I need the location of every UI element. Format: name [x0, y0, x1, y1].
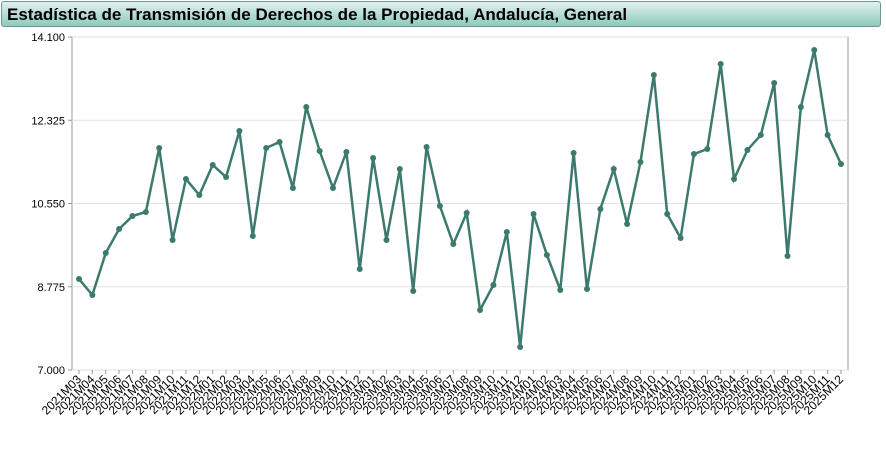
data-point [343, 149, 350, 156]
y-tick-label: 7.000 [37, 365, 65, 377]
data-point [76, 276, 82, 283]
data-point [664, 211, 671, 218]
data-point [824, 132, 831, 139]
data-point [89, 292, 96, 299]
data-point [584, 286, 590, 293]
data-point [356, 266, 363, 273]
data-line [78, 49, 843, 348]
data-point [517, 344, 524, 351]
data-point [102, 250, 109, 257]
data-point [156, 145, 163, 152]
y-tick-label: 12.325 [31, 115, 65, 127]
data-point [396, 166, 403, 173]
data-point [744, 147, 751, 154]
data-point [196, 192, 203, 199]
data-point [223, 174, 230, 181]
data-point [142, 208, 149, 215]
data-point [263, 145, 270, 152]
data-point [182, 176, 189, 183]
data-point [236, 127, 243, 134]
data-point [436, 203, 443, 210]
data-point [477, 307, 484, 314]
data-point [838, 161, 844, 168]
data-point [650, 72, 657, 79]
data-point [690, 151, 697, 158]
data-point [811, 47, 818, 54]
y-tick-label: 10.550 [31, 199, 65, 211]
data-point [570, 150, 577, 157]
data-point [530, 211, 537, 218]
data-point [624, 220, 631, 227]
data-point [677, 235, 684, 242]
data-point [503, 229, 510, 236]
data-point [410, 288, 417, 295]
data-point [276, 139, 283, 146]
data-point [169, 236, 176, 243]
data-point [637, 158, 644, 165]
data-point [717, 61, 724, 68]
data-point [289, 185, 296, 192]
data-point [423, 144, 430, 151]
y-tick-label: 14.100 [31, 32, 65, 44]
data-point [731, 176, 738, 183]
data-point [316, 148, 323, 155]
data-point [370, 155, 377, 162]
data-point [116, 226, 123, 233]
data-point [784, 253, 791, 260]
data-point [597, 205, 604, 212]
data-point [450, 241, 457, 248]
data-point [463, 210, 470, 217]
data-point [757, 132, 764, 139]
data-point [383, 236, 390, 243]
y-tick-label: 8.775 [37, 282, 65, 294]
data-point [490, 282, 497, 289]
data-point [771, 80, 778, 87]
data-point [543, 251, 550, 258]
data-point [330, 185, 336, 192]
data-point [704, 146, 711, 153]
chart-title: Estadística de Transmisión de Derechos d… [1, 1, 881, 27]
data-point [129, 213, 136, 220]
data-point [303, 104, 310, 111]
data-point [209, 161, 216, 168]
data-point [797, 104, 804, 111]
data-point [610, 166, 617, 173]
data-point [557, 286, 564, 293]
data-point [249, 233, 256, 240]
